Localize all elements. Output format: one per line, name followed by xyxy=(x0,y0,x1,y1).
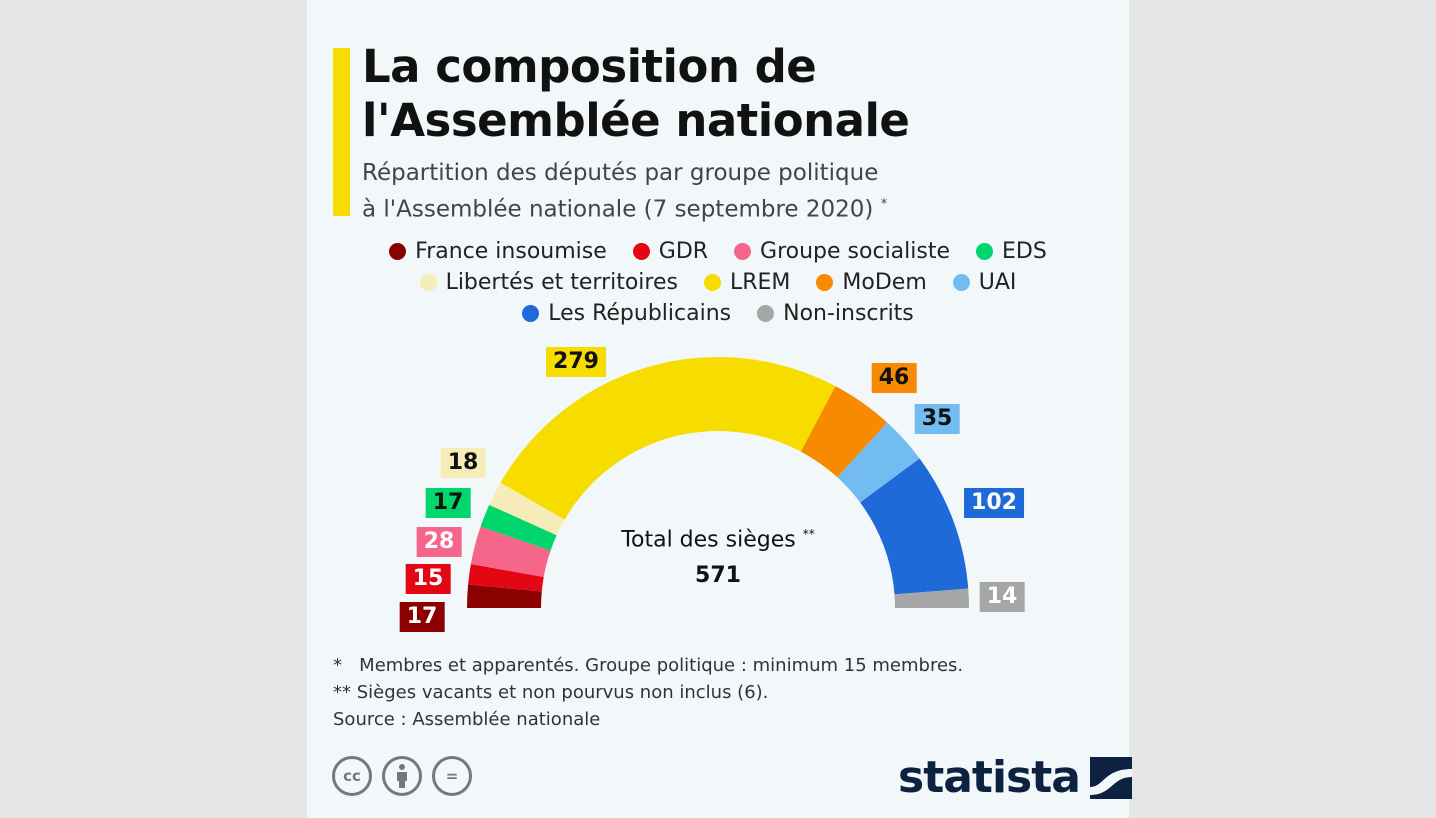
legend-swatch xyxy=(816,274,834,291)
by-icon[interactable] xyxy=(382,756,422,796)
arc-segment-9[interactable] xyxy=(894,588,969,608)
subtitle-line-1: Répartition des députés par groupe polit… xyxy=(362,160,879,186)
legend-label: Groupe socialiste xyxy=(760,239,951,264)
logo-text: statista xyxy=(898,752,1081,803)
arc-segment-5[interactable] xyxy=(500,357,836,520)
legend-swatch xyxy=(389,243,407,260)
arc-segment-7[interactable] xyxy=(837,422,920,503)
value-label: 35 xyxy=(914,404,960,434)
legend-swatch xyxy=(757,305,775,322)
subtitle-footnote-mark: * xyxy=(880,197,888,212)
cc-icon[interactable]: cc xyxy=(332,756,372,796)
arc-segment-3[interactable] xyxy=(480,504,557,551)
legend-label: UAI xyxy=(978,270,1017,295)
title-accent-bar xyxy=(333,48,350,216)
value-label: 102 xyxy=(964,488,1024,518)
legend-item[interactable]: LREM xyxy=(703,267,791,298)
title-line-1: La composition de xyxy=(362,40,817,93)
legend-item[interactable]: Non-inscrits xyxy=(757,298,914,329)
arc-segment-8[interactable] xyxy=(860,458,969,595)
total-value: 571 xyxy=(695,563,741,588)
arc-segment-1[interactable] xyxy=(468,564,544,592)
legend-swatch xyxy=(952,274,970,291)
statista-logo-icon xyxy=(1089,756,1132,799)
center-label-mark: ** xyxy=(802,527,815,541)
source: Source : Assemblée nationale xyxy=(333,709,601,730)
value-label: 17 xyxy=(425,488,471,518)
center-label-text: Total des sièges xyxy=(621,527,796,553)
legend-label: Les Républicains xyxy=(548,301,732,326)
legend-item[interactable]: MoDem xyxy=(816,267,927,298)
legend-item[interactable]: Les Républicains xyxy=(522,298,731,329)
legend-label: MoDem xyxy=(842,270,927,295)
legend: France insoumise GDR Groupe socialiste EDS L… xyxy=(307,236,1129,329)
chart-subtitle: Répartition des députés par groupe polit… xyxy=(362,158,887,226)
arc-segment-2[interactable] xyxy=(470,526,551,577)
license-icons: cc = xyxy=(332,756,472,796)
note-2: ** Sièges vacants et non pourvus non inc… xyxy=(333,682,769,703)
statista-logo[interactable]: statista xyxy=(898,752,1132,803)
chart-title: La composition de l'Assemblée nationale xyxy=(362,40,910,148)
arc-segment-6[interactable] xyxy=(800,386,888,478)
subtitle-line-2: à l'Assemblée nationale (7 septembre 202… xyxy=(362,196,874,223)
legend-item[interactable]: France insoumise xyxy=(389,236,607,267)
legend-swatch xyxy=(703,274,721,291)
legend-label: GDR xyxy=(658,239,709,264)
center-label: Total des sièges ** xyxy=(621,527,814,552)
legend-label: France insoumise xyxy=(415,239,607,264)
value-label: 18 xyxy=(440,448,486,478)
legend-item[interactable]: Libertés et territoires xyxy=(419,267,678,298)
legend-item[interactable]: EDS xyxy=(976,236,1047,267)
legend-label: EDS xyxy=(1002,239,1047,264)
value-label: 46 xyxy=(871,363,917,393)
legend-swatch xyxy=(522,305,540,322)
half-donut-chart xyxy=(467,357,969,608)
legend-item[interactable]: UAI xyxy=(952,267,1017,298)
legend-row: France insoumise GDR Groupe socialiste EDS xyxy=(307,236,1129,267)
legend-item[interactable]: GDR xyxy=(632,236,709,267)
nd-icon[interactable]: = xyxy=(432,756,472,796)
legend-label: Libertés et territoires xyxy=(445,270,678,295)
value-label: 28 xyxy=(416,527,462,557)
title-line-2: l'Assemblée nationale xyxy=(362,94,910,147)
arc-segment-4[interactable] xyxy=(489,482,565,536)
value-label: 14 xyxy=(979,582,1025,612)
legend-swatch xyxy=(976,243,994,260)
value-label: 279 xyxy=(546,347,606,377)
value-label: 17 xyxy=(399,602,445,632)
legend-row: Les Républicains Non-inscrits xyxy=(307,298,1129,329)
legend-label: Non-inscrits xyxy=(783,301,914,326)
legend-row: Libertés et territoires LREM MoDem UAI xyxy=(307,267,1129,298)
legend-swatch xyxy=(419,274,437,291)
note-1: Membres et apparentés. Groupe politique … xyxy=(359,655,964,676)
note-1-mark: * xyxy=(333,655,342,676)
legend-item[interactable]: Groupe socialiste xyxy=(734,236,950,267)
legend-swatch xyxy=(734,243,752,260)
arc-segment-0[interactable] xyxy=(467,584,542,608)
value-label: 15 xyxy=(405,564,451,594)
footnotes: * Membres et apparentés. Groupe politiqu… xyxy=(333,652,963,733)
legend-label: LREM xyxy=(729,270,791,295)
legend-swatch xyxy=(632,243,650,260)
